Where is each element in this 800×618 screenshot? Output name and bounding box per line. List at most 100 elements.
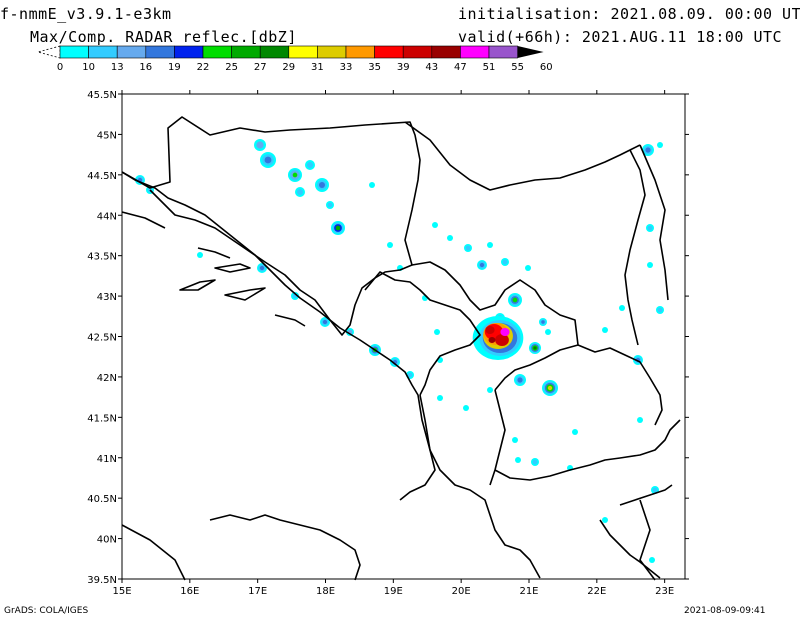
- radar-cell: [525, 265, 531, 271]
- lat-tick-label: 41.5N: [87, 413, 117, 424]
- radar-cell: [447, 235, 453, 241]
- radar-cell: [532, 459, 538, 465]
- lat-tick-label: 45N: [97, 130, 117, 141]
- colorbar-label: 22: [197, 62, 210, 73]
- radar-cell: [547, 385, 553, 391]
- radar-cell: [572, 429, 578, 435]
- radar-cell: [432, 222, 438, 228]
- lat-tick-label: 41N: [97, 454, 117, 465]
- radar-cell: [619, 305, 625, 311]
- radar-echoes: [135, 139, 664, 563]
- colorbar-label: 19: [168, 62, 181, 73]
- map-frame: [121, 93, 686, 580]
- radar-cell: [647, 225, 653, 231]
- radar-cell: [517, 377, 523, 383]
- radar-cell: [647, 262, 653, 268]
- radar-cell: [602, 517, 608, 523]
- radar-cell: [645, 147, 651, 153]
- radar-cell: [541, 320, 545, 324]
- radar-cell: [407, 372, 413, 378]
- radar-cell: [657, 307, 663, 313]
- model-name: f-nmmE_v3.9.1-e3km: [0, 5, 172, 23]
- colorbar-label: 47: [454, 62, 467, 73]
- credit-label: GrADS: COLA/IGES: [4, 606, 89, 616]
- lon-tick-label: 20E: [452, 586, 471, 597]
- radar-cell: [292, 172, 298, 178]
- colorbar-label: 35: [368, 62, 381, 73]
- colorbar-label: 43: [425, 62, 438, 73]
- colorbar-label: 10: [82, 62, 95, 73]
- lon-tick-label: 16E: [180, 586, 199, 597]
- colorbar-high-arrow: [517, 46, 544, 58]
- lat-tick-label: 40N: [97, 535, 117, 546]
- storm-core: [495, 334, 509, 346]
- radar-cell: [515, 457, 521, 463]
- radar-cell: [602, 327, 608, 333]
- radar-cell: [512, 437, 518, 443]
- initialisation-time: initialisation: 2021.08.09. 00:00 UTC: [458, 5, 800, 23]
- lon-tick-label: 19E: [384, 586, 403, 597]
- lat-tick-label: 39.5N: [87, 575, 117, 586]
- radar-cell: [197, 252, 203, 258]
- colorbar-low-arrow: [36, 45, 61, 59]
- radar-cell: [256, 141, 264, 149]
- radar-cell: [512, 297, 518, 303]
- colorbar-label: 27: [254, 62, 267, 73]
- storm-core: [500, 328, 510, 336]
- colorbar-label: 55: [511, 62, 524, 73]
- render-timestamp: 2021-08-09-09:41: [684, 606, 766, 616]
- colorbar-label: 16: [139, 62, 152, 73]
- product-title: Max/Comp. RADAR reflec.[dbZ]: [30, 28, 297, 46]
- colorbar-label: 31: [311, 62, 324, 73]
- coastlines-borders: [121, 116, 681, 581]
- colorbar-label: 33: [340, 62, 353, 73]
- colorbar: 0 10 13 16 19 22 25 27 29 31 33 35 39 43 47 51 55 60: [36, 45, 553, 73]
- radar-cell: [487, 387, 493, 393]
- valid-time: valid(+66h): 2021.AUG.11 18:00 UTC: [458, 28, 783, 46]
- lat-tick-label: 43N: [97, 292, 117, 303]
- colorbar-label: 29: [282, 62, 295, 73]
- colorbar-label: 51: [483, 62, 496, 73]
- storm-core: [488, 337, 496, 343]
- radar-cell: [649, 557, 655, 563]
- lat-tick-label: 44.5N: [87, 171, 117, 182]
- storm-core: [485, 326, 495, 334]
- colorbar-swatch: [488, 45, 518, 59]
- radar-cell: [259, 265, 265, 271]
- radar-cell: [327, 202, 333, 208]
- radar-cell: [502, 259, 508, 265]
- radar-cell: [335, 225, 341, 231]
- radar-cell: [369, 182, 375, 188]
- colorbar-label: 39: [397, 62, 410, 73]
- map-ticks: 45.5N 45N 44.5N 44N 43.5N 43N 42.5N 42N 41.5N 41N…: [87, 90, 689, 597]
- lat-tick-label: 40.5N: [87, 494, 117, 505]
- lon-tick-label: 21E: [519, 586, 538, 597]
- lat-tick-label: 43.5N: [87, 252, 117, 263]
- radar-cell: [307, 162, 313, 168]
- lon-tick-label: 15E: [112, 586, 131, 597]
- lat-tick-label: 42N: [97, 373, 117, 384]
- radar-cell: [657, 142, 663, 148]
- lon-tick-label: 22E: [587, 586, 606, 597]
- colorbar-label: 60: [540, 62, 553, 73]
- lat-tick-label: 45.5N: [87, 90, 117, 101]
- colorbar-label: 0: [57, 62, 63, 73]
- radar-cell: [545, 329, 551, 335]
- radar-cell: [264, 156, 272, 164]
- radar-cell: [322, 319, 328, 325]
- radar-cell: [434, 329, 440, 335]
- lon-tick-label: 23E: [655, 586, 674, 597]
- radar-cell: [387, 242, 393, 248]
- colorbar-label: 25: [225, 62, 238, 73]
- lon-tick-label: 17E: [248, 586, 267, 597]
- lat-tick-label: 42.5N: [87, 333, 117, 344]
- radar-cell: [637, 417, 643, 423]
- radar-cell: [465, 245, 471, 251]
- radar-cell: [487, 242, 493, 248]
- radar-cell: [533, 346, 537, 350]
- radar-cell: [463, 405, 469, 411]
- radar-cell: [479, 262, 485, 268]
- lon-tick-label: 18E: [316, 586, 335, 597]
- colorbar-label: 13: [111, 62, 124, 73]
